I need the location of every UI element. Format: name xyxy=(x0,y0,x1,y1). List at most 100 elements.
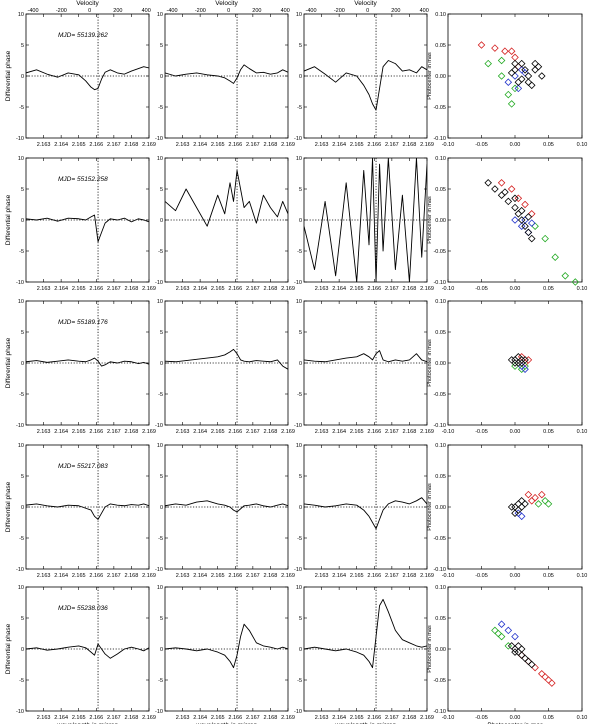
y-tick-label: 0 xyxy=(21,218,24,224)
y-tick-label: 5 xyxy=(21,474,24,480)
y-tick-label: 0 xyxy=(160,505,163,511)
x-tick-label: 2.166 xyxy=(89,573,103,579)
y-tick-label: -0.05 xyxy=(433,536,446,542)
x-tick-label: 2.165 xyxy=(72,429,86,435)
y-tick-label: 10 xyxy=(157,443,163,449)
phase-series-b1 xyxy=(26,214,149,243)
y-tick-label: 5 xyxy=(160,187,163,193)
x-tick-label: 2.169 xyxy=(420,715,434,721)
velocity-tick-label: 200 xyxy=(113,8,122,14)
y-tick-label: -10 xyxy=(155,567,163,573)
y-tick-label: -10 xyxy=(294,423,302,429)
velocity-tick-label: -400 xyxy=(28,8,39,14)
y-tick-label: 10 xyxy=(157,585,163,591)
velocity-tick-label: -200 xyxy=(334,8,345,14)
y-tick-label: -5 xyxy=(297,536,302,542)
photocenter-point-red xyxy=(521,200,529,209)
x-tick-label: 2.166 xyxy=(228,429,242,435)
x-tick-label: 2.167 xyxy=(385,715,399,721)
photocenter-point-blue xyxy=(497,620,506,628)
mjd-label: MJD= 55238.036 xyxy=(58,605,108,612)
x-tick-label: 2.166 xyxy=(367,142,381,148)
x-tick-label: 2.168 xyxy=(264,286,278,292)
y-tick-label: 0.05 xyxy=(435,616,446,622)
y-tick-label: 5 xyxy=(21,330,24,336)
photocenter-point-red xyxy=(507,185,516,193)
phase-series-b3 xyxy=(304,598,427,669)
x-tick-label: 2.168 xyxy=(125,573,139,579)
x-tick-label: 0.05 xyxy=(543,286,554,292)
y-tick-label: -10 xyxy=(294,709,302,715)
y-tick-label: 0 xyxy=(21,74,24,80)
x-tick-label: 2.167 xyxy=(107,429,121,435)
velocity-tick-label: -400 xyxy=(167,8,178,14)
y-tick-label: -5 xyxy=(297,678,302,684)
photocenter-point-blue xyxy=(511,216,519,224)
y-tick-label: 0.10 xyxy=(435,156,446,162)
photocenter-point-black xyxy=(514,353,523,361)
mjd-label: MJD= 55152.258 xyxy=(58,176,108,183)
photocenter-point-blue xyxy=(527,219,536,227)
phase-series-b2 xyxy=(165,348,288,370)
y-tick-label: 10 xyxy=(157,12,163,18)
x-tick-label: 2.165 xyxy=(350,142,364,148)
phase-series-b2 xyxy=(165,64,288,84)
x-tick-label: 2.169 xyxy=(281,286,295,292)
plot-frame xyxy=(447,157,583,283)
x-tick-label: 2.163 xyxy=(37,715,51,721)
y-tick-label: -5 xyxy=(158,392,163,398)
photocenter-panel-r2: -0.10 -0.05 0.00 0.05 0.10 -0.10 -0.05 0.00 0.05… xyxy=(427,156,587,292)
y-tick-label: -5 xyxy=(19,392,24,398)
photocenter-point-black xyxy=(517,503,526,511)
x-tick-label: -0.05 xyxy=(475,429,488,435)
x-tick-label: 2.166 xyxy=(89,429,103,435)
photocenter-point-green xyxy=(504,90,513,99)
x-tick-label: 2.168 xyxy=(125,429,139,435)
velocity-tick-label: 400 xyxy=(142,8,151,14)
wavelength-xlabel: wavelength in micron xyxy=(335,722,396,724)
wavelength-xlabel: wavelength in micron xyxy=(196,722,257,724)
photocenter-point-green xyxy=(544,500,553,508)
x-tick-label: 0.05 xyxy=(543,715,554,721)
photocenter-point-black xyxy=(521,356,529,364)
y-tick-label: -0.10 xyxy=(433,709,446,715)
x-tick-label: 2.167 xyxy=(107,286,121,292)
x-tick-label: 2.167 xyxy=(107,715,121,721)
y-tick-label: 0.00 xyxy=(435,361,446,367)
x-tick-label: 0.10 xyxy=(577,286,588,292)
photocenter-point-green xyxy=(494,629,503,638)
photocenter-point-black xyxy=(521,222,529,230)
x-tick-label: 2.167 xyxy=(246,286,260,292)
x-tick-label: 2.164 xyxy=(54,286,68,292)
wavelength-xlabel: wavelength in micron xyxy=(57,722,118,724)
x-tick-label: 2.166 xyxy=(89,142,103,148)
phase-series-b2 xyxy=(165,169,288,227)
y-tick-label: 0.10 xyxy=(435,443,446,449)
y-tick-label: 0.05 xyxy=(435,330,446,336)
photocenter-point-black xyxy=(538,72,546,80)
x-tick-label: 2.164 xyxy=(332,286,346,292)
photocenter-point-black xyxy=(527,81,536,90)
photocenter-point-black xyxy=(514,642,523,650)
x-tick-label: 2.163 xyxy=(315,286,329,292)
x-tick-label: 2.163 xyxy=(176,573,190,579)
y-tick-label: 0 xyxy=(160,218,163,224)
photocenter-point-black xyxy=(491,185,499,193)
y-tick-label: 5 xyxy=(299,330,302,336)
y-tick-label: -0.10 xyxy=(433,280,446,286)
velocity-tick-label: -200 xyxy=(195,8,206,14)
x-tick-label: 2.163 xyxy=(37,286,51,292)
y-tick-label: -10 xyxy=(294,136,302,142)
y-tick-label: -10 xyxy=(16,709,24,715)
mjd-label: MJD= 55139.262 xyxy=(58,32,108,39)
y-tick-label: 0.10 xyxy=(435,585,446,591)
y-tick-label: -5 xyxy=(297,392,302,398)
photocenter-point-black xyxy=(507,356,516,364)
diff-phase-ylabel: Differential phase xyxy=(5,194,12,245)
y-tick-label: -5 xyxy=(297,105,302,111)
photocenter-point-black xyxy=(484,179,492,187)
velocity-tick-label: 0 xyxy=(227,8,230,14)
